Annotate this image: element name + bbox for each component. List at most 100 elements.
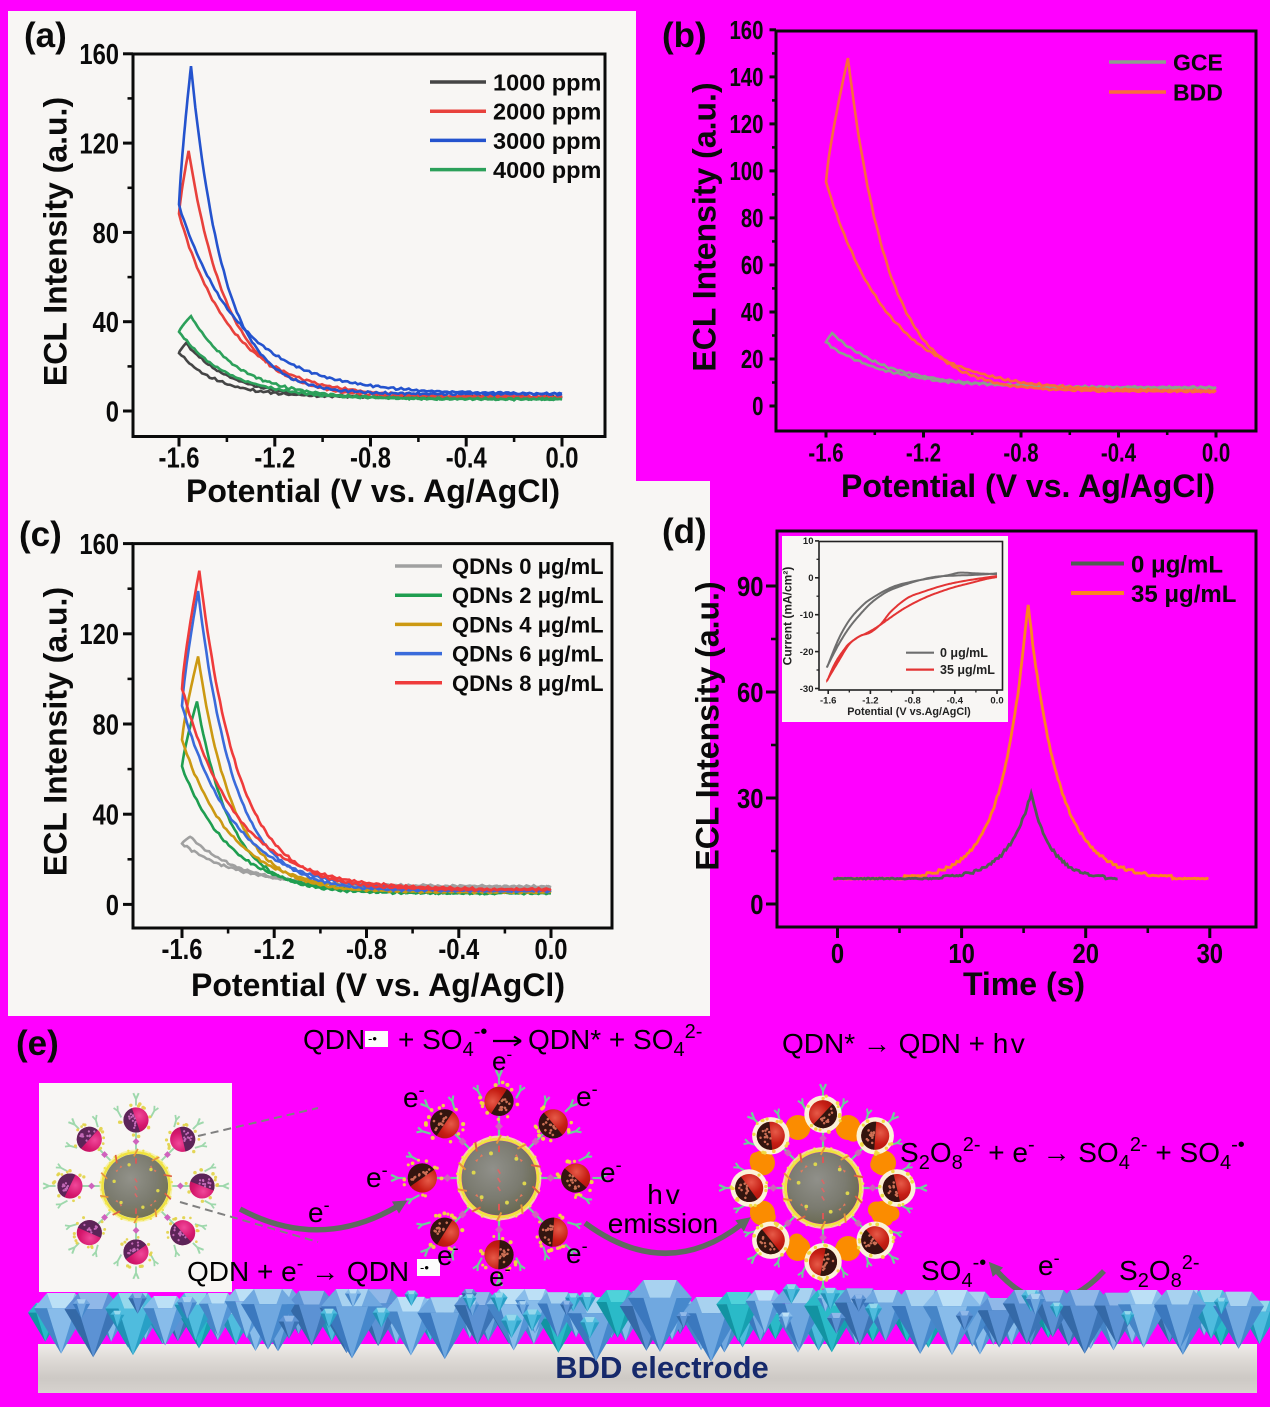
svg-text:hv: hv [647,1179,683,1210]
svg-text:2000 ppm: 2000 ppm [493,99,601,125]
svg-text:Current (mA/cm²): Current (mA/cm²) [781,567,795,666]
svg-text:160: 160 [79,38,119,71]
svg-text:20: 20 [741,345,764,374]
svg-text:e-: e- [1038,1248,1060,1281]
svg-text:0 μg/mL: 0 μg/mL [1131,552,1223,579]
svg-text:-1.2: -1.2 [862,696,878,707]
svg-text:emission: emission [608,1208,718,1239]
svg-text:-1.6: -1.6 [159,441,200,474]
svg-text:40: 40 [93,798,119,831]
svg-text:QDN + e-​ → QDN: QDN + e-​ → QDN [187,1253,409,1287]
svg-text:ECL Intensity (a.u.): ECL Intensity (a.u.) [687,82,723,371]
svg-text:0: 0 [106,395,119,428]
svg-text:-0.8: -0.8 [904,696,920,707]
svg-text:-1.2: -1.2 [254,933,295,966]
svg-text:0.0: 0.0 [990,696,1003,707]
svg-text:80: 80 [741,204,764,233]
svg-text:-0.4: -0.4 [446,441,487,474]
svg-text:e-: e- [403,1080,425,1113]
svg-text:S2​O8​2-​ + e-​ → SO4​2-​ + SO: S2​O8​2-​ + e-​ → SO4​2-​ + SO4​-•​ [900,1134,1245,1174]
svg-text:-•: -• [368,1031,377,1046]
svg-text:10: 10 [803,536,814,547]
svg-text:-0.8: -0.8 [1003,438,1038,467]
svg-text:GCE: GCE [1173,50,1223,76]
svg-text:0 μg/mL: 0 μg/mL [940,646,988,660]
svg-text:(d): (d) [662,512,707,551]
svg-text:QDN* → QDN + h v: QDN* → QDN + h v [782,1028,1025,1059]
svg-text:30: 30 [737,782,763,814]
svg-text:QDNs 2 μg/mL: QDNs 2 μg/mL [452,583,604,608]
svg-text:(a): (a) [24,16,67,55]
svg-text:0.0: 0.0 [545,441,578,474]
svg-text:Potential (V vs. Ag/AgCl): Potential (V vs. Ag/AgCl) [186,473,560,509]
svg-text:4000 ppm: 4000 ppm [493,157,601,183]
svg-text:-1.2: -1.2 [254,441,295,474]
svg-text:120: 120 [79,618,119,651]
svg-text:0: 0 [831,937,844,969]
svg-text:BDD electrode: BDD electrode [555,1350,769,1385]
svg-text:120: 120 [729,110,763,139]
svg-text:120: 120 [79,127,119,160]
svg-text:QDNs 6 μg/mL: QDNs 6 μg/mL [452,642,604,667]
svg-text:QDNs 0 μg/mL: QDNs 0 μg/mL [452,554,604,579]
svg-text:BDD: BDD [1173,80,1223,106]
svg-text:QDNs 8 μg/mL: QDNs 8 μg/mL [452,671,604,696]
svg-text:Time (s): Time (s) [963,966,1085,1002]
svg-text:-•: -• [420,1260,429,1275]
svg-text:e-: e- [308,1195,330,1228]
svg-text:-1.2: -1.2 [906,438,941,467]
svg-text:-0.4: -0.4 [947,696,964,707]
svg-text:-10: -10 [800,610,814,621]
svg-text:-30: -30 [800,684,814,695]
svg-text:80: 80 [93,708,119,741]
svg-text:-20: -20 [800,647,814,658]
svg-text:(c): (c) [19,515,62,554]
svg-text:80: 80 [93,217,119,250]
svg-text:Potential (V vs.Ag/AgCl): Potential (V vs.Ag/AgCl) [847,706,971,718]
svg-text:10: 10 [948,937,974,969]
svg-text:+ SO4​-•​: + SO4​-•​ [398,1021,487,1061]
svg-text:60: 60 [741,251,764,280]
svg-text:Potential (V vs. Ag/AgCl): Potential (V vs. Ag/AgCl) [191,967,565,1003]
svg-text:SO4​-•​: SO4​-•​ [921,1252,986,1292]
svg-text:0: 0 [106,889,119,922]
svg-text:QDNs 4 μg/mL: QDNs 4 μg/mL [452,612,604,637]
svg-text:1000 ppm: 1000 ppm [493,70,601,96]
svg-text:e-: e- [600,1155,622,1188]
svg-text:0: 0 [752,392,763,421]
svg-text:3000 ppm: 3000 ppm [493,128,601,154]
svg-text:ECL Intensity (a.u.): ECL Intensity (a.u.) [38,587,74,876]
svg-text:40: 40 [741,298,764,327]
svg-text:-1.6: -1.6 [820,696,836,707]
svg-text:(b): (b) [662,16,707,55]
svg-text:S2​O8​2-​: S2​O8​2-​ [1119,1252,1200,1292]
svg-text:35 μg/mL: 35 μg/mL [1131,581,1236,608]
svg-text:e-: e- [489,1259,511,1292]
svg-text:60: 60 [737,676,763,708]
svg-text:35 μg/mL: 35 μg/mL [940,663,995,677]
svg-text:0: 0 [750,888,763,920]
svg-text:e-: e- [576,1079,598,1112]
svg-text:QDN: QDN [303,1024,365,1055]
svg-text:Potential (V vs. Ag/AgCl): Potential (V vs. Ag/AgCl) [841,468,1215,504]
svg-text:0.0: 0.0 [534,933,567,966]
svg-text:(e): (e) [16,1024,59,1063]
svg-text:90: 90 [737,570,763,602]
svg-text:100: 100 [729,157,763,186]
svg-text:20: 20 [1072,937,1098,969]
svg-text:-0.4: -0.4 [1101,438,1136,467]
svg-text:-0.4: -0.4 [438,933,479,966]
svg-text:160: 160 [729,16,763,45]
svg-text:QDN* + SO4​2-​: QDN* + SO4​2-​ [528,1021,702,1061]
svg-text:ECL Intensity (a.u.): ECL Intensity (a.u.) [38,97,74,386]
svg-text:e-: e- [366,1160,388,1193]
svg-text:-0.8: -0.8 [350,441,391,474]
svg-text:160: 160 [79,528,119,561]
svg-text:140: 140 [729,63,763,92]
svg-text:40: 40 [93,306,119,339]
svg-text:e-: e- [566,1236,588,1269]
svg-text:ECL Intensity (a.u.): ECL Intensity (a.u.) [690,581,726,870]
svg-text:e-: e- [437,1238,459,1271]
svg-text:-1.6: -1.6 [162,933,203,966]
svg-text:30: 30 [1197,937,1223,969]
